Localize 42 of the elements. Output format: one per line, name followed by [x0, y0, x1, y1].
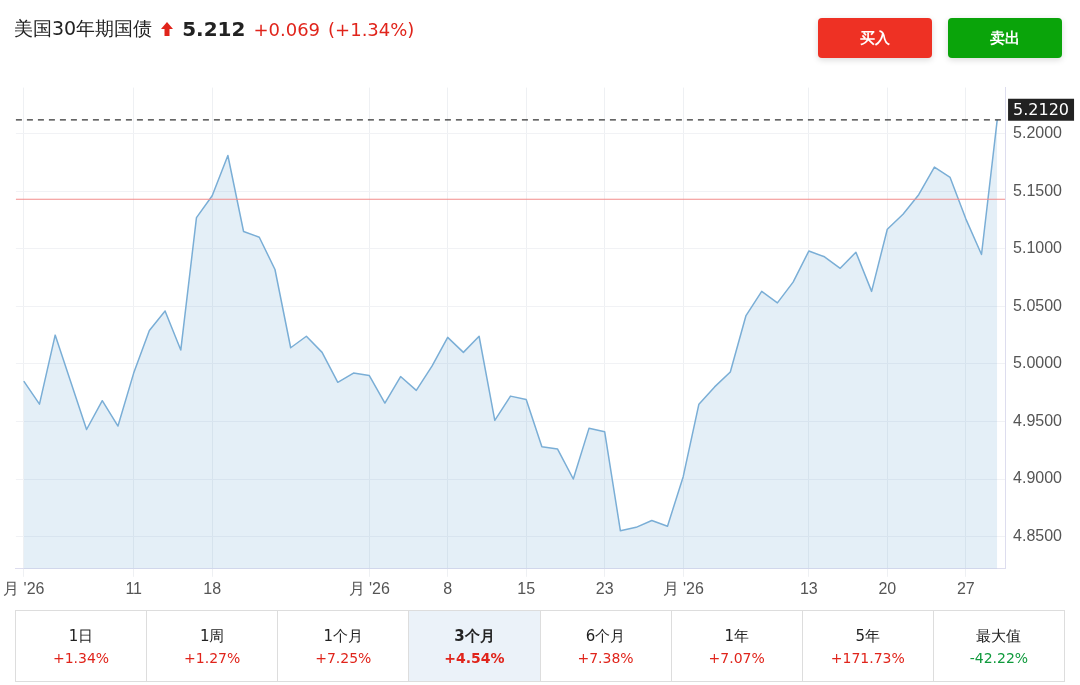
- chart-title: 美国30年期国债: [14, 16, 153, 41]
- y-tick-label: 5.1000: [1013, 239, 1063, 257]
- x-tick-label: 13: [799, 579, 818, 597]
- x-tick-label: 11: [125, 579, 143, 597]
- y-tick-label: 4.9000: [1013, 469, 1063, 487]
- y-tick-label: 5.0000: [1013, 354, 1063, 372]
- text: +4.54%: [444, 649, 505, 666]
- text: 3个月: [454, 626, 495, 646]
- y-tick-label: 4.9500: [1013, 411, 1063, 429]
- text: +7.25%: [315, 649, 372, 666]
- text: +0.069: [253, 18, 321, 40]
- x-tick-label: 18: [203, 579, 222, 597]
- text: 卖出: [948, 18, 1062, 58]
- y-tick-label: 5.2000: [1013, 124, 1063, 142]
- text: (+1.34%): [328, 18, 415, 40]
- text: +1.27%: [184, 649, 241, 666]
- x-tick-label: 15: [517, 579, 536, 597]
- text: -42.22%: [969, 649, 1029, 666]
- text: 买入: [818, 18, 932, 58]
- x-tick-label: 8: [443, 579, 453, 597]
- x-tick-label: 月 '26: [662, 579, 704, 597]
- y-tick-label: 5.0500: [1013, 296, 1063, 314]
- text: +7.38%: [577, 649, 634, 666]
- text: 6个月: [585, 626, 626, 646]
- text: 1年: [724, 626, 749, 646]
- text: 5.212: [182, 17, 246, 41]
- y-tick-label: 5.1500: [1013, 181, 1063, 199]
- x-tick-label: 27: [956, 579, 975, 597]
- text: +1.34%: [52, 649, 110, 666]
- x-tick-label: 23: [595, 579, 614, 597]
- x-tick-label: 月 '26: [348, 579, 390, 597]
- x-tick-label: 月 '26: [3, 579, 45, 597]
- text: 1周: [199, 626, 225, 646]
- text: 5年: [855, 626, 881, 646]
- text: 1日: [68, 626, 94, 646]
- text: 1个月: [323, 626, 364, 646]
- x-tick-label: 20: [878, 579, 897, 597]
- text: +7.07%: [708, 649, 765, 666]
- text: +171.73%: [830, 649, 905, 666]
- ref-line-label: 5.2120: [1013, 99, 1070, 119]
- text: 最大值: [976, 626, 1022, 646]
- y-tick-label: 4.8500: [1013, 526, 1063, 544]
